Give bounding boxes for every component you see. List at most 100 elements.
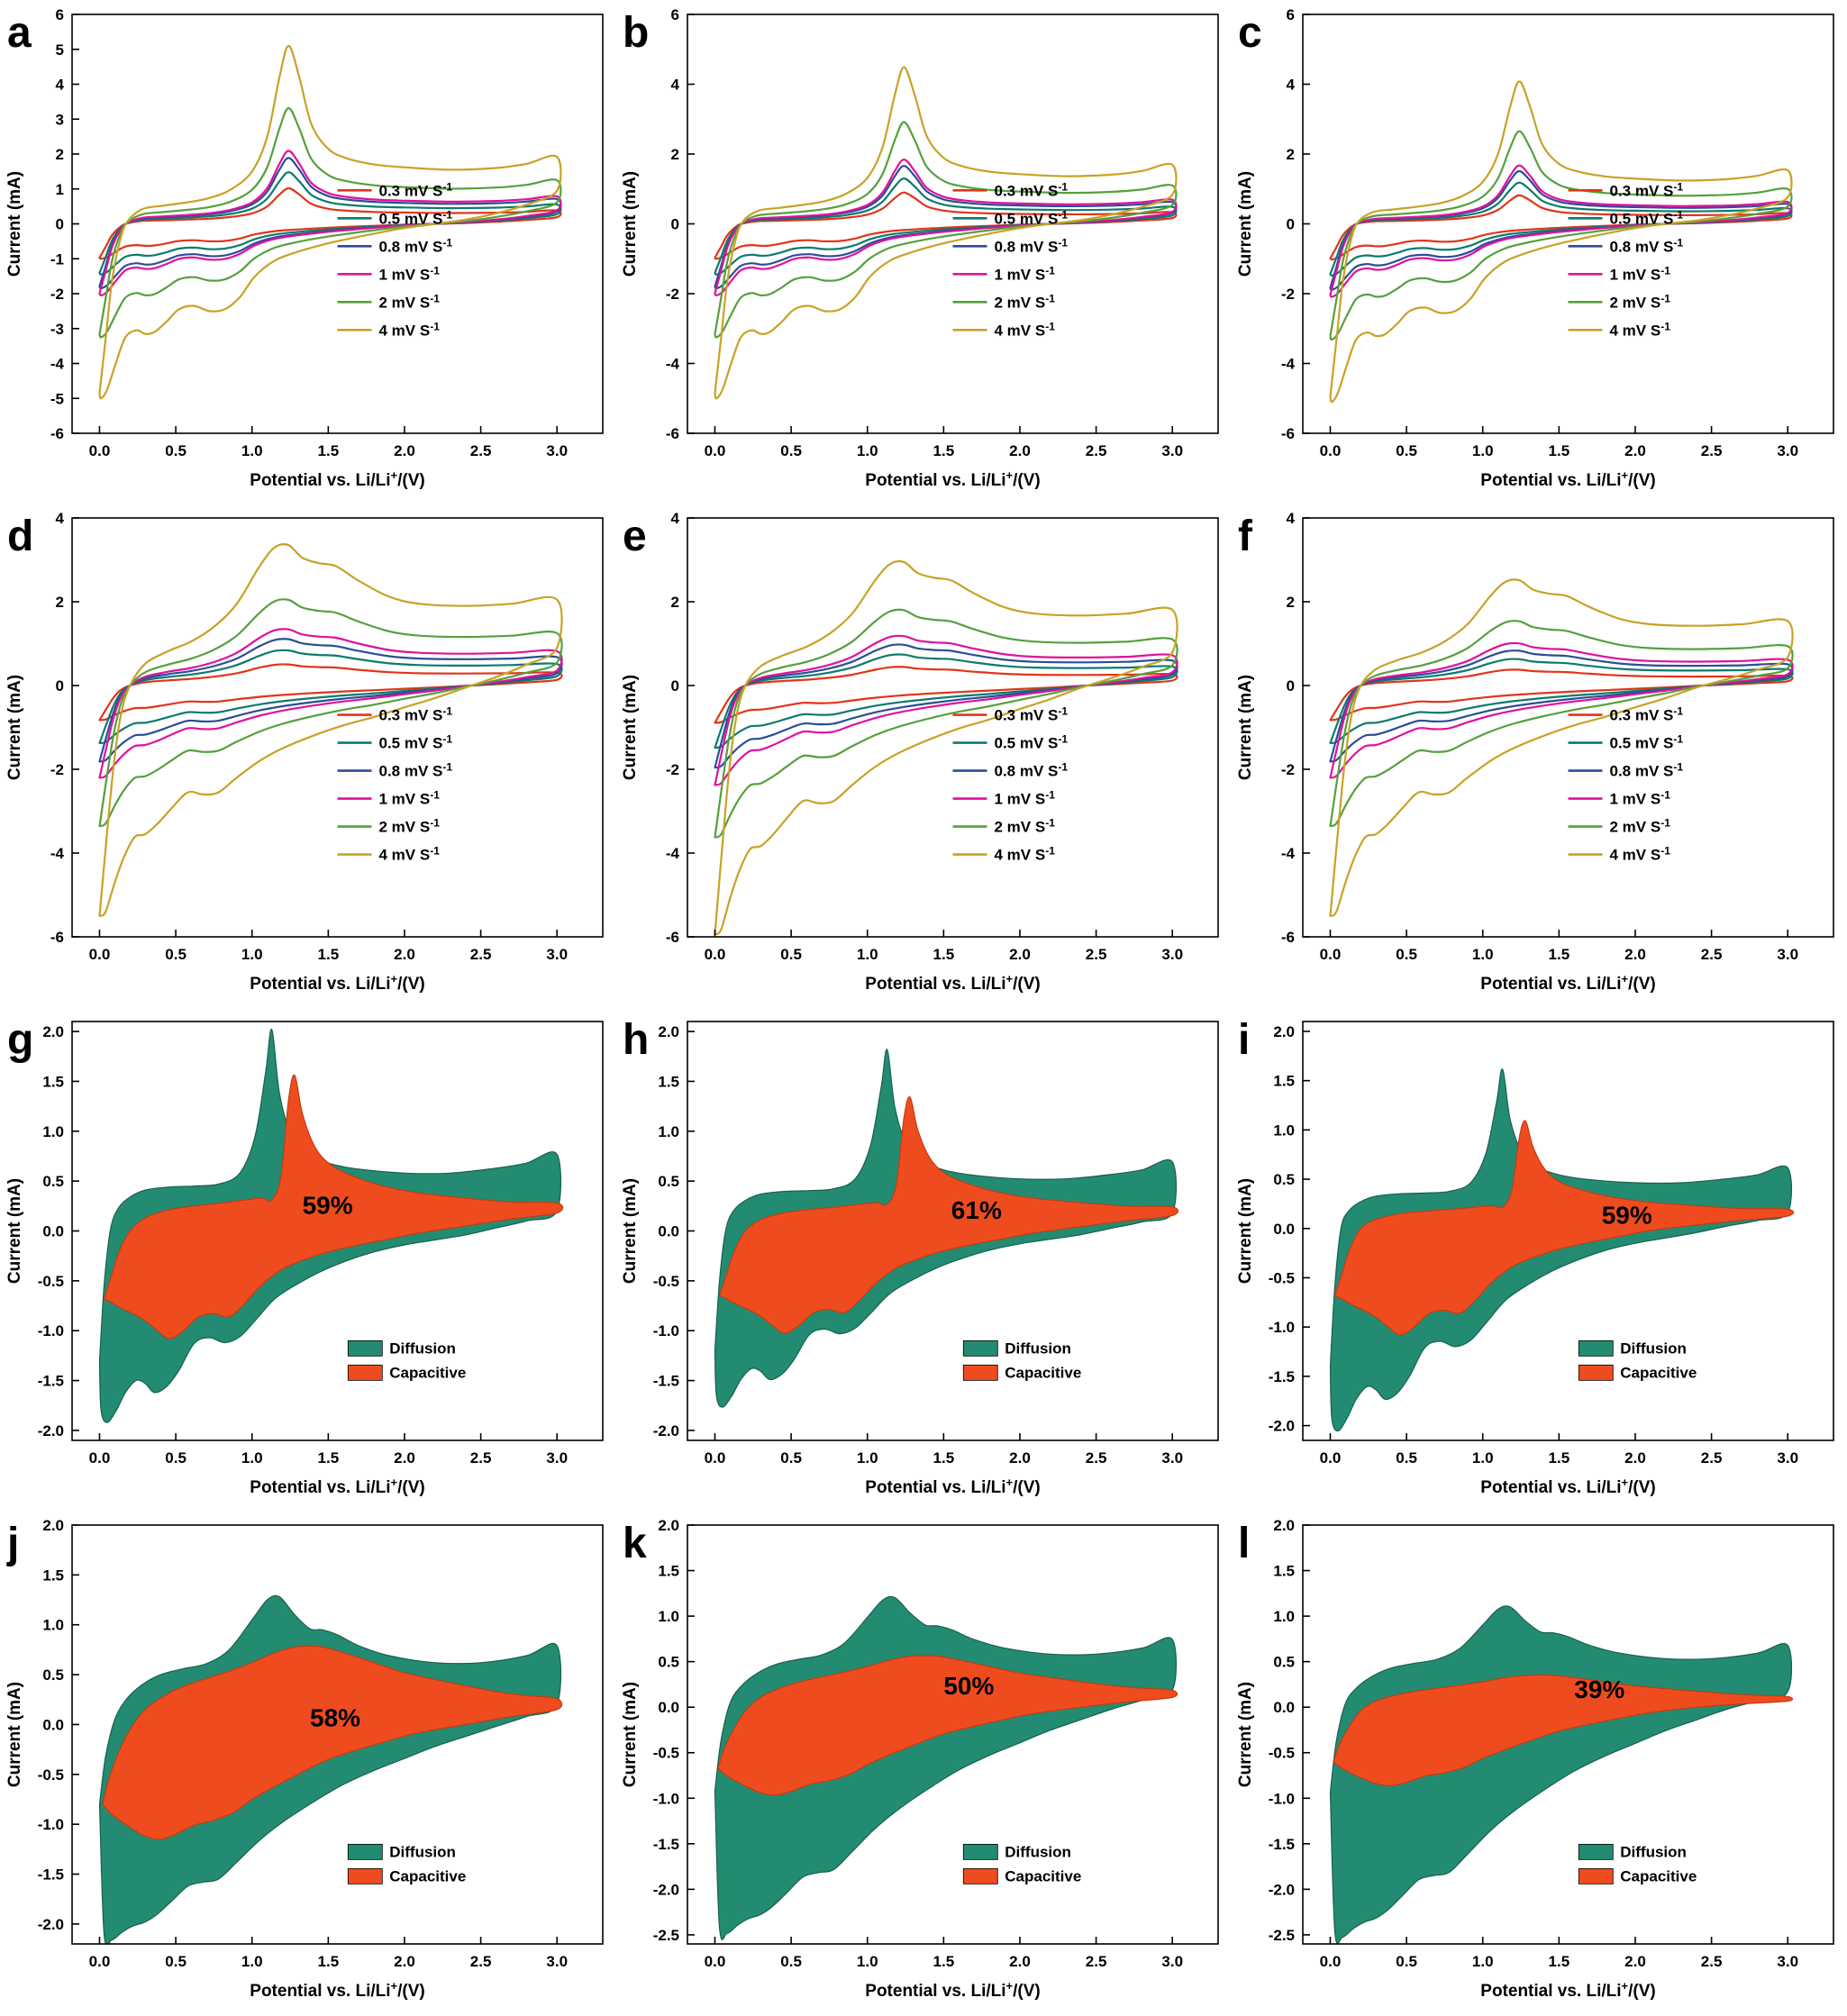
contribution-legend: Diffusion Capacitive [347,1843,466,1884]
capacitive-percentage-label: 59% [303,1192,353,1220]
y-tick-label: 2 [671,594,679,611]
y-tick-label: 1.5 [658,1073,679,1090]
x-tick-label: 1.0 [1472,946,1494,963]
x-tick-label: 1.5 [1549,442,1570,459]
panel-e-plot: 0.0 0.5 1.0 1.5 2.0 2.5 3.0 4 2 0 -2 -4 -6 Potential … [621,510,1219,994]
x-tick-label: 0.5 [780,946,802,963]
y-tick-label: -1.5 [653,1836,679,1853]
cv-curve-0.5mVs [714,177,1178,276]
legend-entry-label: 0.3 mV S-1 [1610,705,1684,724]
axes-box [687,1524,1219,1945]
axes-box [1302,1021,1834,1441]
x-axis-label: Potential vs. Li/Li+/(V) [250,1476,424,1497]
capacitive-region [102,1645,563,1840]
x-tick-label: 0.0 [1320,442,1342,459]
x-tick-label: 0.0 [89,1449,111,1467]
x-tick-label: 0.5 [1396,946,1417,963]
x-tick-label: 3.0 [1777,946,1798,963]
legend-color-swatch [347,1867,383,1884]
panel-letter-c: c [1238,9,1262,57]
x-tick-label: 1.5 [318,1449,340,1467]
contribution-legend: Diffusion Capacitive [347,1339,466,1381]
axes-box [1302,14,1834,434]
x-tick-label: 3.0 [1161,442,1183,459]
legend-color-swatch [962,1339,998,1357]
panel-f: 0.0 0.5 1.0 1.5 2.0 2.5 3.0 4 2 0 -2 -4 -6 Potential … [1231,504,1846,1007]
legend-color-swatch [1578,1364,1614,1381]
x-tick-label: 1.0 [857,1449,878,1467]
x-tick-label: 0.0 [89,946,111,963]
panel-j-plot: 58% 0.0 0.5 1.0 1.5 2.0 2.5 3.0 2.0 1.5 1.0 0.5 0.0 -… [5,1517,604,2001]
legend-entry-label: 1 mV S-1 [995,789,1056,808]
y-tick-label: 6 [1287,6,1295,23]
y-tick-label: -2.0 [1269,1881,1295,1898]
x-tick-label: 1.0 [241,1449,263,1467]
y-tick-label: 3 [56,111,64,128]
cv-curve-1mVs [98,150,562,297]
x-tick-label: 0.0 [1320,1953,1342,1970]
cv-curve-4mVs [98,542,563,917]
legend-entry-label: Diffusion [389,1843,456,1860]
x-tick-label: 3.0 [1777,442,1798,459]
panel-letter-g: g [7,1016,33,1064]
y-tick-label: -0.5 [1269,1269,1295,1286]
cv-curve-0.5mVs [1329,181,1793,277]
x-tick-label: 3.0 [1777,1449,1798,1467]
panel-b: 0.0 0.5 1.0 1.5 2.0 2.5 3.0 6 4 2 0 -2 -4 -6 Potential… [615,0,1231,504]
legend-entry-label: Capacitive [1005,1867,1081,1884]
y-tick-label: 2.0 [658,1517,679,1534]
legend-color-swatch [962,1364,998,1381]
legend-entry-label: Capacitive [1620,1867,1697,1884]
cv-curve-0.3mVs [98,186,562,260]
legend-color-swatch [347,1339,383,1357]
legend-entry-label: 4 mV S-1 [1610,320,1671,339]
legend-entry-label: 0.8 mV S-1 [1610,236,1684,255]
y-axis-label: Current (mA) [1236,171,1255,277]
x-axis-label: Potential vs. Li/Li+/(V) [865,1476,1040,1497]
y-tick-label: 1.0 [1273,1122,1295,1139]
x-tick-label: 2.0 [1009,1449,1031,1467]
x-tick-label: 2.5 [1086,442,1107,459]
x-tick-label: 1.5 [933,946,955,963]
y-tick-label: -2.5 [1269,1927,1295,1944]
x-tick-label: 2.5 [1086,1953,1107,1970]
y-tick-label: -4 [1281,356,1296,373]
cv-curve-0.5mVs [98,649,563,744]
legend-color-swatch [347,1364,383,1381]
cv-curve-2mVs [714,608,1178,839]
legend-color-swatch [1578,1843,1614,1860]
y-tick-label: -6 [1281,425,1295,442]
x-tick-label: 1.5 [1549,946,1570,963]
y-tick-label: -4 [50,845,65,862]
cv-curve-0.5mVs [98,171,562,276]
legend-entry-label: 0.8 mV S-1 [379,761,453,780]
y-tick-label: 0 [56,216,64,233]
y-tick-label: -2 [1281,286,1295,303]
y-tick-label: -6 [1281,929,1295,946]
x-tick-label: 1.5 [318,1953,340,1970]
x-tick-label: 2.0 [1009,442,1031,459]
panel-f-plot: 0.0 0.5 1.0 1.5 2.0 2.5 3.0 4 2 0 -2 -4 -6 Potential … [1236,510,1834,994]
capacitive-region [1333,1120,1795,1336]
cv-curve-1mVs [98,628,563,779]
y-tick-label: -2.0 [1269,1418,1295,1435]
y-tick-label: 1.5 [1273,1563,1295,1580]
x-tick-label: 2.5 [1701,1953,1723,1970]
panel-letter-l: l [1238,1520,1250,1567]
x-tick-label: 0.5 [165,1953,187,1970]
plot-area-c [1329,80,1793,404]
y-tick-label: -4 [1281,845,1296,862]
x-tick-label: 2.0 [1624,442,1646,459]
y-tick-label: -4 [666,845,680,862]
panel-a-plot: 0.0 0.5 1.0 1.5 2.0 2.5 3.0 6 5 4 3 2 1 0 -1 -2 -3 -4 -5 -6… [5,6,604,490]
cv-curve-0.5mVs [714,653,1178,749]
y-tick-label: 1.5 [658,1563,679,1580]
x-axis-label: Potential vs. Li/Li+/(V) [865,1979,1040,2001]
y-tick-label: -6 [50,425,64,442]
y-tick-label: 0 [671,216,679,233]
plot-area-h: 61% [714,1049,1179,1408]
legend-entry-label: Capacitive [389,1867,466,1884]
y-tick-label: -6 [666,929,679,946]
cv-curve-4mVs [98,44,562,400]
scan-rate-legend: 0.3 mV S-1 0.5 mV S-1 0.8 mV S-1 1 mV S-1 2 … [1568,705,1684,864]
